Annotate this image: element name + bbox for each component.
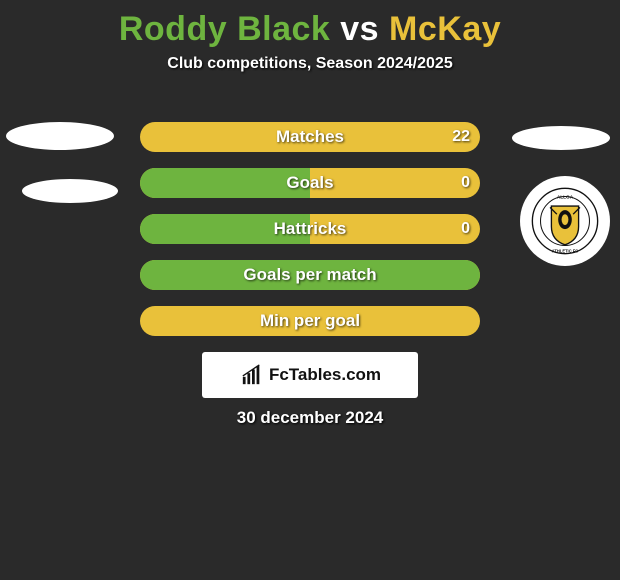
stat-bar: 0Hattricks [140,214,480,244]
subtitle: Club competitions, Season 2024/2025 [0,55,620,73]
player-right-marker-1 [512,126,610,150]
snapshot-date: 30 december 2024 [0,408,620,428]
title-vs: vs [330,10,389,48]
attribution-badge: FcTables.com [202,352,418,398]
attribution-text: FcTables.com [269,365,381,385]
svg-text:ATHLETIC FC: ATHLETIC FC [552,248,578,253]
chart-icon [239,364,265,386]
stat-label: Goals per match [140,260,480,290]
stat-label: Min per goal [140,306,480,336]
stat-bar: Min per goal [140,306,480,336]
title-player-left: Roddy Black [119,10,330,48]
stat-label: Hattricks [140,214,480,244]
club-crest: ALLOA ATHLETIC FC [520,176,610,266]
title-player-right: McKay [389,10,501,48]
player-left-marker-1 [6,122,114,150]
stat-bars: 22Matches 0Goals 0Hattricks Goals per match… [140,122,480,352]
stat-bar: Goals per match [140,260,480,290]
stat-label: Goals [140,168,480,198]
stat-label: Matches [140,122,480,152]
player-left-marker-2 [22,179,118,203]
stat-bar: 22Matches [140,122,480,152]
svg-text:ALLOA: ALLOA [557,195,574,201]
stat-bar: 0Goals [140,168,480,198]
page-title: Roddy Black vs McKay [0,0,620,49]
